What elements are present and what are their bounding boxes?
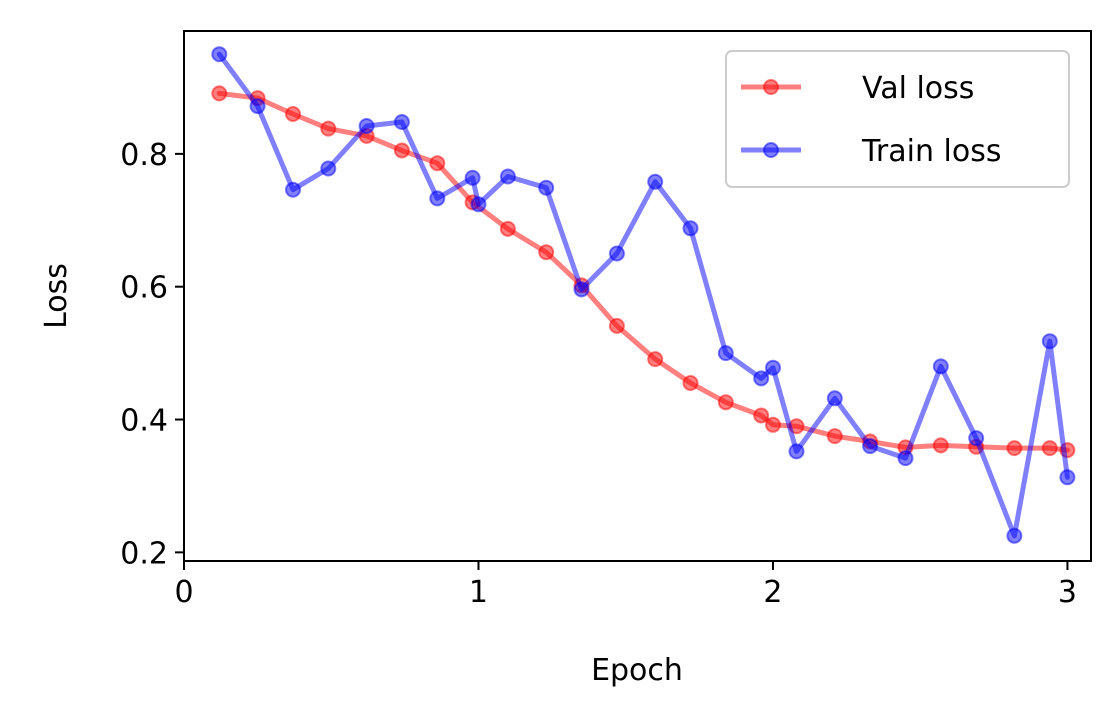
data-point-train-loss — [393, 114, 410, 130]
data-point-train-loss — [608, 245, 625, 262]
data-point-train-loss — [285, 181, 301, 198]
y-axis: 0.2 0.4 0.6 0.8 — [120, 138, 184, 571]
x-tick-label: 2 — [763, 575, 782, 610]
data-point-train-loss — [211, 46, 228, 63]
data-point-train-loss — [1041, 333, 1058, 350]
data-point-train-loss — [862, 438, 879, 455]
series-train-loss — [211, 46, 1076, 544]
data-point-train-loss — [538, 179, 555, 196]
data-point-val-loss — [765, 416, 781, 433]
data-point-val-loss — [429, 155, 446, 172]
data-point-train-loss — [826, 390, 843, 407]
y-tick-label: 0.8 — [120, 138, 168, 173]
data-point-val-loss — [1006, 440, 1023, 457]
data-point-train-loss — [464, 169, 481, 186]
data-point-train-loss — [470, 196, 487, 213]
x-axis-label: Epoch — [591, 653, 683, 688]
data-point-train-loss — [358, 118, 375, 134]
data-point-val-loss — [682, 375, 699, 391]
data-point-val-loss — [717, 394, 734, 411]
y-tick-label: 0.2 — [120, 536, 168, 571]
data-point-val-loss — [608, 317, 625, 334]
series-layer — [211, 46, 1076, 544]
data-point-val-loss — [499, 220, 516, 237]
data-point-train-loss — [753, 370, 770, 387]
data-point-val-loss — [753, 407, 770, 424]
y-tick-label: 0.6 — [120, 271, 168, 306]
data-point-val-loss — [647, 351, 664, 368]
data-point-train-loss — [249, 98, 266, 115]
data-point-val-loss — [1041, 440, 1058, 457]
x-tick-label: 1 — [469, 575, 488, 610]
data-point-val-loss — [826, 428, 843, 445]
x-tick-label: 0 — [174, 575, 193, 610]
data-point-train-loss — [320, 160, 337, 177]
x-tick-label: 3 — [1058, 575, 1077, 610]
data-point-train-loss — [788, 443, 805, 460]
data-point-val-loss — [538, 244, 555, 261]
legend-label-train-loss: Train loss — [861, 134, 1001, 169]
y-tick-label: 0.4 — [120, 404, 168, 439]
legend: Val loss Train loss — [725, 50, 1070, 188]
data-point-train-loss — [682, 220, 699, 237]
data-point-train-loss — [897, 450, 914, 467]
data-point-train-loss — [717, 345, 734, 362]
data-point-val-loss — [320, 120, 337, 137]
data-point-train-loss — [1006, 527, 1023, 544]
data-point-train-loss — [968, 430, 985, 447]
legend-marker-val-loss — [763, 79, 779, 95]
data-point-val-loss — [932, 437, 949, 454]
data-point-train-loss — [647, 173, 664, 190]
data-point-train-loss — [765, 359, 781, 376]
y-axis-label: Loss — [39, 263, 74, 329]
data-point-val-loss — [285, 106, 301, 122]
x-axis: 0 1 2 3 — [174, 561, 1077, 610]
data-point-train-loss — [1059, 469, 1076, 486]
data-point-train-loss — [499, 168, 516, 185]
legend-label-val-loss: Val loss — [862, 71, 974, 106]
data-point-train-loss — [573, 281, 590, 298]
legend-marker-train-loss — [763, 142, 779, 158]
data-point-train-loss — [429, 190, 446, 207]
legend-box — [725, 50, 1070, 188]
plot-frame — [183, 30, 1092, 562]
data-point-train-loss — [932, 358, 949, 375]
data-point-val-loss — [393, 142, 410, 159]
data-point-val-loss — [211, 85, 228, 102]
